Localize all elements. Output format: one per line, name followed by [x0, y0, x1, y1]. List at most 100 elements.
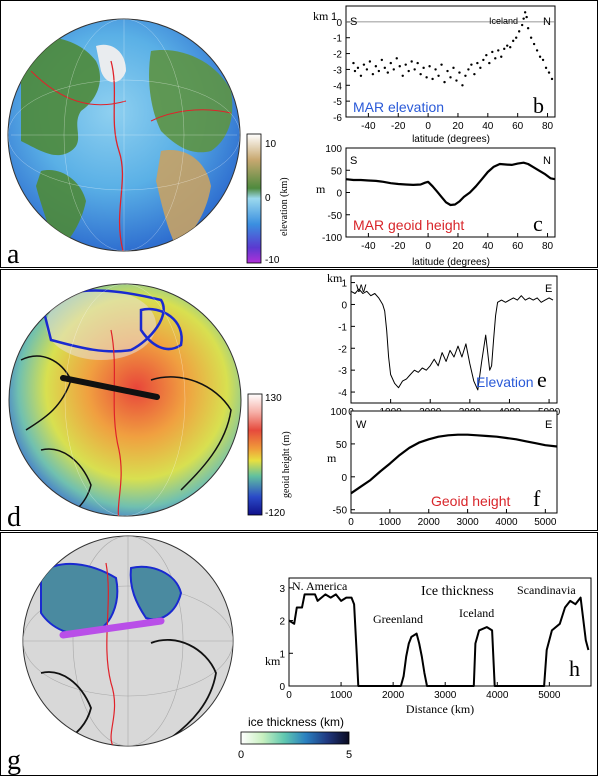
chart-h-ytick-label: 1 — [279, 649, 285, 660]
chart-c-title: MAR geoid height — [353, 217, 464, 233]
chart-b-point — [529, 36, 533, 39]
chart-b-unit: km — [313, 9, 329, 23]
chart-b-point — [395, 57, 398, 60]
chart-b-point — [371, 72, 375, 76]
chart-f-xtick-label: 0 — [348, 517, 354, 528]
colorbar-a-label: elevation (km) — [279, 177, 290, 236]
chart-b-xtick-label: 0 — [425, 121, 431, 132]
chart-c-ytick-label: -100 — [322, 233, 342, 244]
chart-b-point — [386, 71, 389, 74]
chart-b-point — [523, 11, 527, 14]
chart-f-xtick-label: 5000 — [534, 517, 557, 528]
chart-f-left-end: W — [356, 419, 367, 431]
chart-c-xlabel: latitude (degrees) — [412, 257, 490, 268]
chart-e-unit: km — [327, 271, 343, 285]
colorbar-elevation — [246, 133, 262, 264]
chart-c-ytick-label: 100 — [325, 144, 342, 155]
chart-b-point — [380, 58, 384, 62]
panel-middle: 130 -120 geoid height (m) d 1 0 -1 -2 -3 -4 0 1… — [0, 269, 598, 531]
panel-middle-svg: 130 -120 geoid height (m) d 1 0 -1 -2 -3 -4 0 1… — [7, 271, 561, 530]
colorbar-a-zero: 0 — [265, 193, 271, 204]
colorbar-g-max: 5 — [346, 749, 352, 761]
chart-b-point — [422, 66, 425, 70]
chart-h-region-greenland: Greenland — [373, 612, 423, 626]
chart-c-xtick-label: 80 — [542, 241, 554, 252]
colorbar-geoid — [247, 393, 263, 516]
chart-c: 100 50 0 -50 -100 -40 -20 0 20 40 60 80 — [322, 144, 556, 252]
chart-b-point — [356, 66, 360, 70]
chart-f-ytick-label: 0 — [341, 473, 347, 484]
globe-d — [8, 283, 242, 517]
chart-f-title: Geoid height — [431, 493, 511, 509]
colorbar-d-min: -120 — [265, 508, 285, 519]
chart-c-series-line — [345, 161, 556, 207]
chart-b: 0 -1 -2 -3 -4 -5 -6 -40 -20 0 20 40 60 80 — [333, 11, 555, 132]
chart-b-xtick-label: 40 — [482, 121, 494, 132]
chart-b-point — [383, 66, 387, 70]
chart-b-point — [547, 71, 551, 74]
chart-b-ytick-label: -3 — [333, 65, 342, 76]
chart-h-xtick-label: 3000 — [434, 690, 457, 701]
chart-b-point — [464, 74, 467, 77]
chart-b-xtick-label: -20 — [391, 121, 406, 132]
chart-c-xtick-label: 20 — [452, 241, 464, 252]
chart-b-point — [503, 47, 506, 51]
chart-b-ytick-label: -5 — [333, 97, 342, 108]
chart-e-right-end: E — [545, 283, 552, 295]
chart-e-title: Elevation — [476, 374, 534, 390]
chart-f-frame — [350, 410, 558, 514]
chart-h-region-scandinavia: Scandinavia — [517, 583, 576, 597]
profile-line-d — [60, 375, 160, 400]
chart-b-point — [491, 50, 494, 54]
chart-e-series-line — [350, 288, 554, 391]
chart-f-right-end: E — [545, 419, 552, 431]
chart-e-ytick-label: -4 — [338, 388, 347, 399]
chart-b-point — [541, 58, 545, 62]
chart-b-point — [473, 72, 476, 76]
chart-b-point — [461, 84, 464, 87]
panel-top-svg: 10 0 -10 elevation (km) a 0-1-2-3-4-5-6-… — [7, 5, 556, 268]
panel-letter-f: f — [533, 486, 541, 511]
chart-b-point — [431, 77, 434, 81]
chart-c-xtick-label: -20 — [391, 241, 406, 252]
chart-f-xtick-label: 2000 — [418, 517, 441, 528]
chart-h-region-n-america: N. America — [292, 579, 348, 593]
chart-c-right-end: N — [543, 155, 551, 167]
chart-b-point — [410, 60, 413, 63]
panel-letter-b: b — [533, 93, 544, 118]
chart-b-point — [413, 68, 416, 71]
chart-b-point — [434, 68, 437, 71]
chart-h-xtick-label: 0 — [286, 690, 292, 701]
colorbar-d-max: 130 — [265, 393, 282, 404]
chart-b-point — [365, 68, 369, 71]
chart-b-point — [359, 74, 363, 77]
chart-h-xtick-label: 1000 — [330, 690, 353, 701]
chart-b-point — [476, 61, 479, 65]
chart-b-point — [526, 27, 530, 30]
chart-h-ytick-label: 0 — [279, 682, 285, 693]
chart-b-ytick-label: -1 — [333, 34, 342, 45]
globe-g — [22, 535, 234, 747]
chart-c-xtick-label: -40 — [361, 241, 376, 252]
chart-h: 3 2 1 00 1000 2000 3000 4000 5000 — [279, 584, 590, 701]
chart-b-point — [497, 49, 500, 52]
chart-b-point — [362, 63, 366, 66]
chart-b-point — [509, 46, 512, 49]
chart-f-xtick-label: 4000 — [495, 517, 518, 528]
chart-f-ytick-label: 100 — [330, 407, 347, 418]
chart-b-point — [437, 74, 440, 77]
panel-bottom: g ice thickness (km) 0 5 3 2 1 0 0 1000 2000 30… — [0, 532, 598, 776]
chart-c-xtick-label: 60 — [512, 241, 524, 252]
chart-b-point — [440, 63, 443, 66]
chart-b-ytick-label: -6 — [333, 113, 342, 124]
chart-b-point — [428, 65, 431, 68]
chart-b-point — [389, 61, 392, 65]
chart-b-point — [401, 74, 404, 77]
chart-f-unit: m — [327, 451, 337, 465]
chart-c-xtick-label: 40 — [482, 241, 494, 252]
panel-letter-a: a — [7, 239, 20, 268]
chart-b-left-end: S — [350, 16, 357, 28]
chart-h-xtick-label: 2000 — [382, 690, 405, 701]
colorbar-a-max: 10 — [265, 139, 277, 150]
